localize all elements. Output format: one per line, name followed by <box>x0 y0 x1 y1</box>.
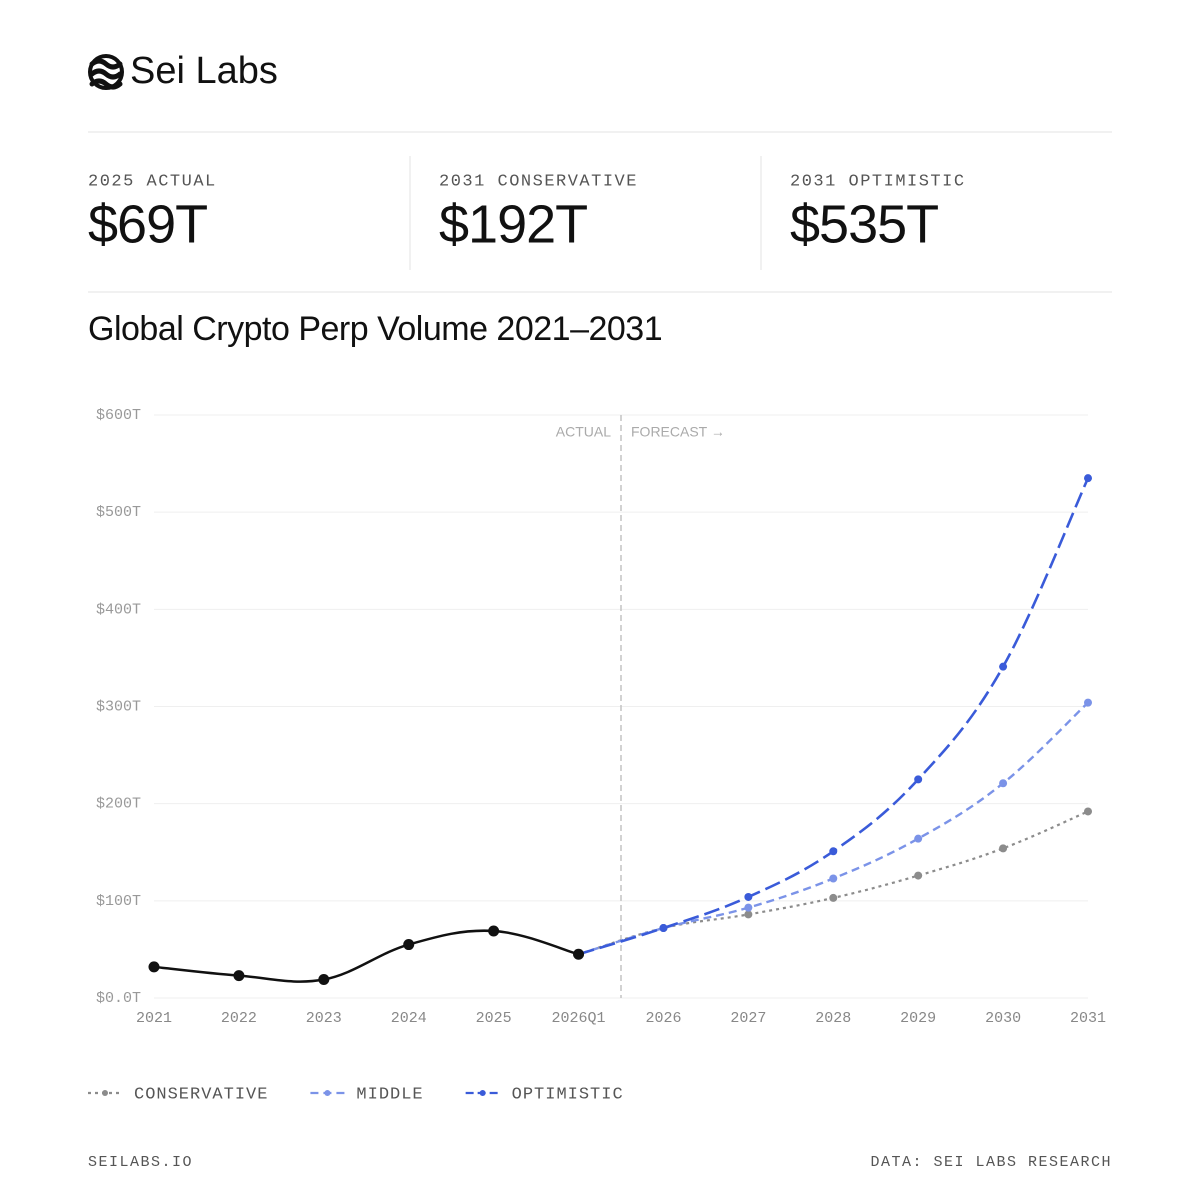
data-point <box>1084 698 1092 707</box>
data-point <box>1084 474 1092 483</box>
data-point <box>999 844 1008 853</box>
brand: Sei Labs <box>130 50 278 92</box>
x-tick-label: 2030 <box>985 1010 1021 1027</box>
legend-label: MIDDLE <box>356 1085 423 1104</box>
data-point <box>403 939 415 951</box>
data-point <box>829 893 838 902</box>
data-point <box>1084 807 1092 816</box>
data-point <box>318 974 330 986</box>
x-tick-label: 2027 <box>730 1010 766 1027</box>
stat-value: $535T <box>790 194 938 254</box>
data-point <box>914 834 923 843</box>
x-tick-label: 2021 <box>136 1010 172 1027</box>
annotation: FORECAST → <box>631 424 725 440</box>
x-tick-label: 2025 <box>476 1010 512 1027</box>
series-line <box>578 701 1089 956</box>
x-tick-label: 2022 <box>221 1010 257 1027</box>
data-point <box>573 948 585 960</box>
data-point <box>233 970 245 982</box>
data-point <box>148 961 160 973</box>
x-tick-label: 2024 <box>391 1010 427 1027</box>
series-line <box>578 810 1089 956</box>
x-tick-label: 2029 <box>900 1010 936 1027</box>
stat-value: $192T <box>439 194 587 254</box>
x-tick-label: 2026 <box>645 1010 681 1027</box>
data-point <box>999 662 1008 671</box>
data-point <box>999 779 1008 788</box>
annotation: ACTUAL <box>556 424 611 440</box>
y-tick-label: $0.0T <box>96 990 141 1007</box>
chart-title: Global Crypto Perp Volume 2021–2031 <box>88 310 662 348</box>
y-tick-label: $500T <box>96 504 141 521</box>
legend-label: CONSERVATIVE <box>134 1085 268 1104</box>
legend-swatch-dot <box>102 1090 108 1096</box>
x-tick-label: 2026Q1 <box>552 1010 606 1027</box>
legend-swatch-dot <box>324 1090 331 1096</box>
data-point <box>744 903 753 912</box>
data-point <box>744 892 753 901</box>
y-tick-label: $300T <box>96 698 141 715</box>
y-tick-label: $200T <box>96 796 141 813</box>
data-point <box>829 847 838 856</box>
logo-icon <box>88 54 124 90</box>
data-point <box>914 871 923 880</box>
series-line <box>153 929 579 983</box>
legend-swatch-dot <box>479 1090 486 1096</box>
y-tick-label: $100T <box>96 893 141 910</box>
stat-label: 2031 CONSERVATIVE <box>439 172 638 191</box>
stat-label: 2031 OPTIMISTIC <box>790 172 966 191</box>
footer-right: DATA: SEI LABS RESEARCH <box>870 1154 1112 1171</box>
x-tick-label: 2028 <box>815 1010 851 1027</box>
y-tick-label: $400T <box>96 601 141 618</box>
data-point <box>488 925 500 937</box>
data-point <box>829 874 838 883</box>
y-tick-label: $600T <box>96 407 141 424</box>
legend-label: OPTIMISTIC <box>512 1085 624 1104</box>
data-point <box>659 924 668 933</box>
data-point <box>914 775 923 784</box>
stat-label: 2025 ACTUAL <box>88 172 217 191</box>
data-point <box>744 910 753 919</box>
x-tick-label: 2031 <box>1070 1010 1106 1027</box>
x-tick-label: 2023 <box>306 1010 342 1027</box>
stat-value: $69T <box>88 194 207 254</box>
footer-left: SEILABS.IO <box>88 1154 193 1171</box>
series-line <box>578 477 1090 956</box>
